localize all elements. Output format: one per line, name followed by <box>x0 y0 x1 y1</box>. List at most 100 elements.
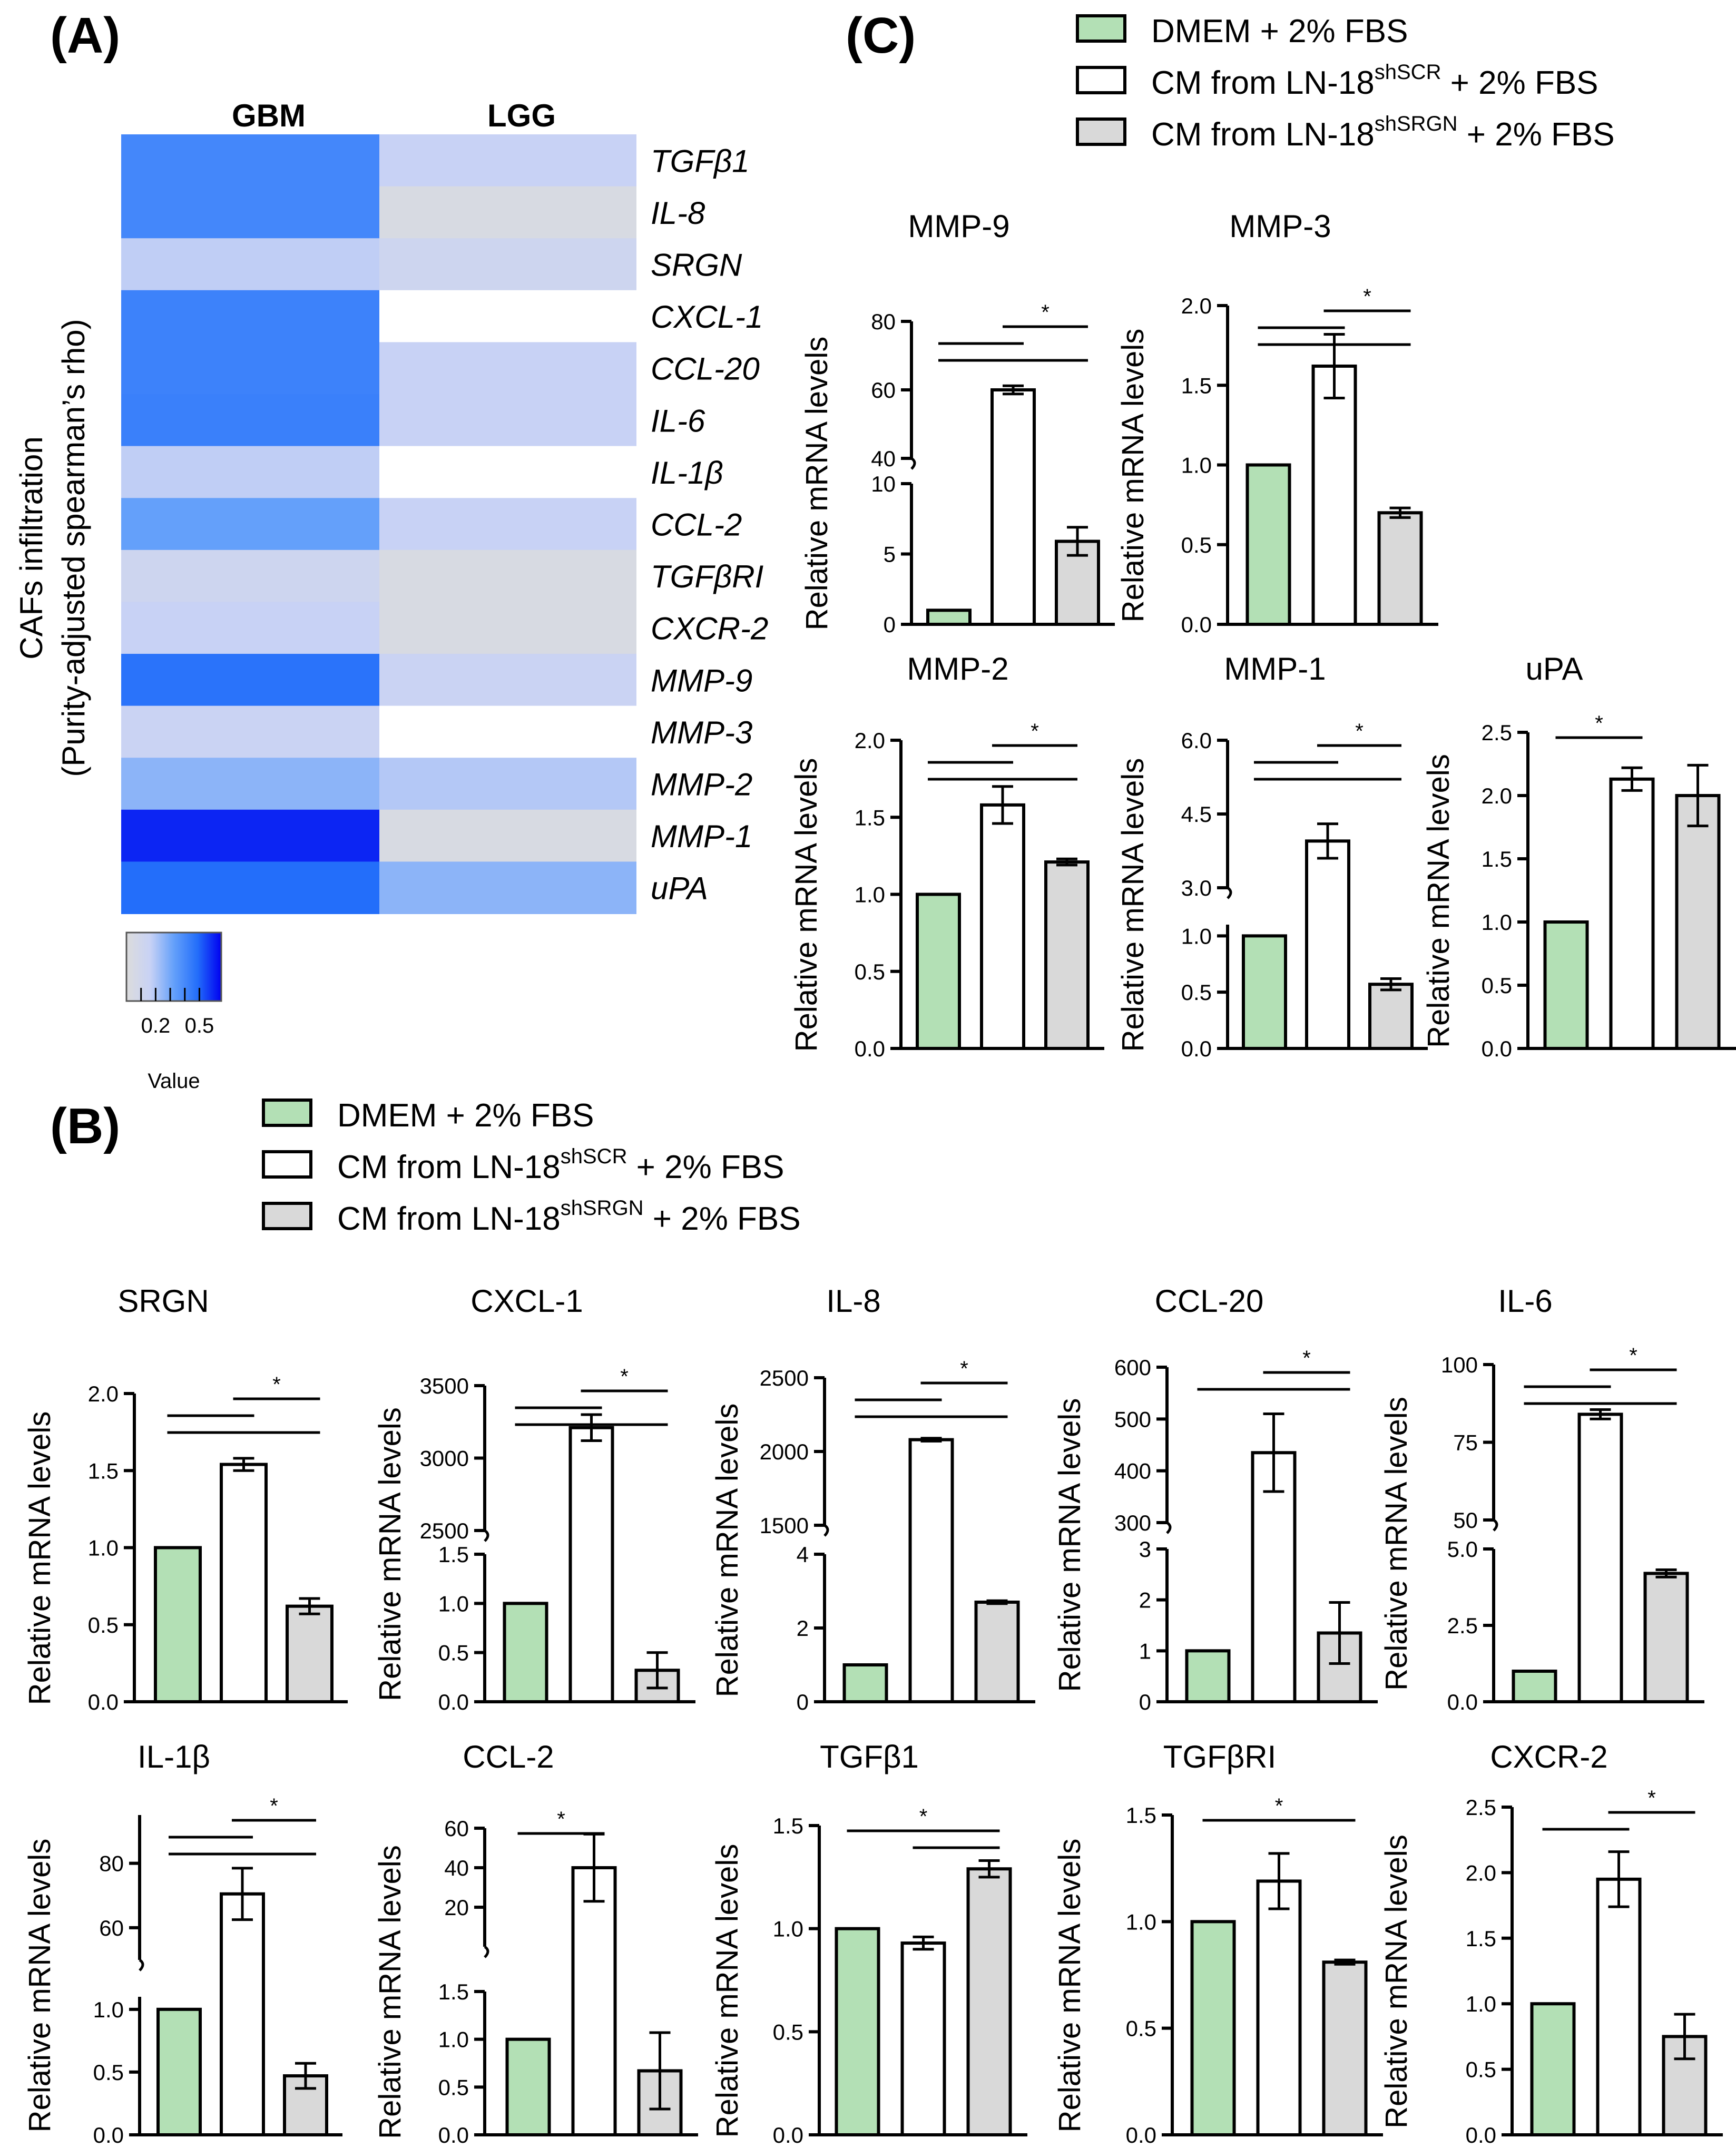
heatmap-row-label: CCL-2 <box>651 507 742 543</box>
chart-title: MMP-2 <box>907 651 1008 686</box>
chart-ylabel: Relative mRNA levels <box>23 1411 57 1705</box>
chart-y-tick-label: 3 <box>1139 1537 1151 1562</box>
chart-bar <box>154 1546 202 1703</box>
chart-y-tick-label: 4.5 <box>1181 802 1212 827</box>
chart-y-tick-label: 1.0 <box>88 1536 119 1561</box>
heatmap-col-gbm: GBM <box>232 98 306 133</box>
heatmap: GBM LGG CAFs infiltration (Purity-adjust… <box>14 98 768 1093</box>
heatmap-cell-lgg <box>379 498 636 551</box>
legend-c-shsrgn-sup: shSRGN <box>1375 112 1458 135</box>
chart-significance-star: * <box>1647 1787 1656 1810</box>
heatmap-cell-lgg <box>379 550 636 603</box>
chart-y-tick-label: 0.5 <box>438 1641 469 1665</box>
chart-il1b: IL-1β Relative mRNA levels 60 80 0.0 0.5 1.0 * <box>23 1739 342 2147</box>
chart-bar <box>842 1663 888 1703</box>
chart-title: TGFβRI <box>1163 1739 1276 1774</box>
heatmap-legend-tick-label: 0.2 <box>141 1014 171 1037</box>
chart-ylabel: Relative mRNA levels <box>789 758 823 1052</box>
chart-ylabel: Relative mRNA levels <box>1379 1835 1414 2129</box>
chart-y-tick-label: 60 <box>871 378 896 403</box>
chart-y-tick-label: 40 <box>871 446 896 471</box>
chart-y-tick-label: 5 <box>884 542 896 567</box>
chart-bar <box>916 892 961 1050</box>
chart-y-tick-label: 0.0 <box>1126 2123 1156 2147</box>
chart-title: MMP-9 <box>908 209 1009 244</box>
chart-axis-break <box>1166 1521 1172 1534</box>
chart-y-tick-label: 1.5 <box>438 1542 469 1567</box>
chart-bar <box>1305 839 1350 1051</box>
chart-axis-break <box>823 1524 829 1537</box>
heatmap-legend-bar <box>125 931 222 1002</box>
heatmap-cell-gbm <box>121 550 379 603</box>
chart-ylabel: Relative mRNA levels <box>23 1839 57 2133</box>
chart-y-tick-label: 600 <box>1114 1355 1151 1380</box>
heatmap-cell-lgg <box>379 394 636 447</box>
chart-ccl2: CCL-2 Relative mRNA levels 20 40 60 0.0 0.5 1.0… <box>373 1739 698 2147</box>
chart-y-tick-label: 50 <box>1453 1508 1478 1533</box>
legend-c-swatch-dmem <box>1076 14 1126 43</box>
chart-srgn: SRGN Relative mRNA levels 0.0 0.5 1.0 1.5 2.0 * <box>23 1283 348 1714</box>
chart-bar <box>1577 1413 1623 1703</box>
chart-y-tick-label: 0.0 <box>438 1690 469 1714</box>
chart-y-tick-label: 1 <box>1139 1639 1151 1663</box>
chart-y-tick-label: 2.5 <box>1482 720 1512 745</box>
chart-bar <box>1242 934 1287 1051</box>
chart-y-tick-label: 2.0 <box>1181 293 1212 318</box>
chart-y-tick-label: 2.0 <box>855 728 885 753</box>
chart-significance-star: * <box>1363 285 1371 308</box>
chart-y-tick-label: 1.0 <box>1126 1909 1156 1934</box>
heatmap-cell-lgg <box>379 654 636 707</box>
chart-bar <box>571 1866 617 2136</box>
legend-b-swatch-dmem <box>262 1098 312 1127</box>
chart-y-tick-label: 0.0 <box>1181 612 1212 637</box>
chart-y-tick-label: 75 <box>1453 1430 1478 1455</box>
chart-axis-break <box>484 1529 489 1542</box>
chart-y-tick-label: 4 <box>797 1542 809 1567</box>
chart-y-tick-label: 1.0 <box>1181 453 1212 478</box>
chart-y-tick-label: 2.5 <box>1466 1795 1496 1820</box>
chart-y-tick-label: 6.0 <box>1181 728 1212 753</box>
heatmap-cell-gbm <box>121 134 379 187</box>
legend-c-shsrgn-post: + 2% FBS <box>1458 116 1615 153</box>
chart-y-tick-label: 10 <box>871 472 896 496</box>
chart-y-tick-label: 0 <box>797 1690 809 1714</box>
heatmap-cell-lgg <box>379 290 636 343</box>
heatmap-cell-gbm <box>121 498 379 551</box>
chart-ylabel: Relative mRNA levels <box>1053 1398 1087 1692</box>
chart-y-tick-label: 2.0 <box>1466 1860 1496 1885</box>
chart-title: TGFβ1 <box>820 1739 919 1774</box>
chart-y-tick-label: 0.5 <box>855 959 885 984</box>
chart-axis-break <box>484 1945 489 1958</box>
chart-y-tick-label: 60 <box>99 1916 124 1940</box>
chart-bar <box>1596 1877 1642 2137</box>
heatmap-col-lgg: LGG <box>487 98 556 133</box>
chart-y-tick-label: 1.5 <box>1482 847 1512 871</box>
chart-bar <box>974 1601 1020 1703</box>
chart-title: MMP-3 <box>1229 209 1331 244</box>
chart-il8: IL-8 Relative mRNA levels 1500 2000 2500 0 2 4 * <box>710 1283 1035 1714</box>
heatmap-ylabel-line1: CAFs infiltration <box>14 436 49 659</box>
chart-bar <box>1368 983 1414 1051</box>
chart-mmp9: MMP-9 Relative mRNA levels 40 60 80 0 5 10 * <box>800 209 1115 637</box>
chart-bar <box>1251 1451 1297 1703</box>
heatmap-cell-gbm <box>121 861 379 914</box>
legend-c-swatch-shsrgn <box>1076 117 1126 146</box>
chart-y-tick-label: 5.0 <box>1447 1537 1478 1562</box>
chart-title: CCL-2 <box>463 1739 554 1774</box>
chart-bar <box>505 2037 551 2137</box>
heatmap-row-label: IL-1β <box>651 455 723 491</box>
heatmap-row-label: TGFβ1 <box>651 143 750 179</box>
chart-y-tick-label: 0.5 <box>773 2019 803 2044</box>
panel-label-c: (C) <box>846 7 916 64</box>
chart-bar <box>1530 2002 1576 2136</box>
chart-axis-break <box>910 457 916 470</box>
chart-y-tick-label: 60 <box>444 1816 469 1841</box>
chart-y-tick-label: 300 <box>1114 1511 1151 1535</box>
heatmap-row-label: uPA <box>651 871 708 906</box>
heatmap-cell-gbm <box>121 809 379 862</box>
chart-ylabel: Relative mRNA levels <box>710 1844 744 2138</box>
legend-c-shscr-pre: CM from LN-18 <box>1151 65 1375 101</box>
chart-y-tick-label: 1.0 <box>438 1591 469 1616</box>
chart-title: uPA <box>1526 651 1583 686</box>
chart-title: IL-1β <box>138 1739 210 1774</box>
